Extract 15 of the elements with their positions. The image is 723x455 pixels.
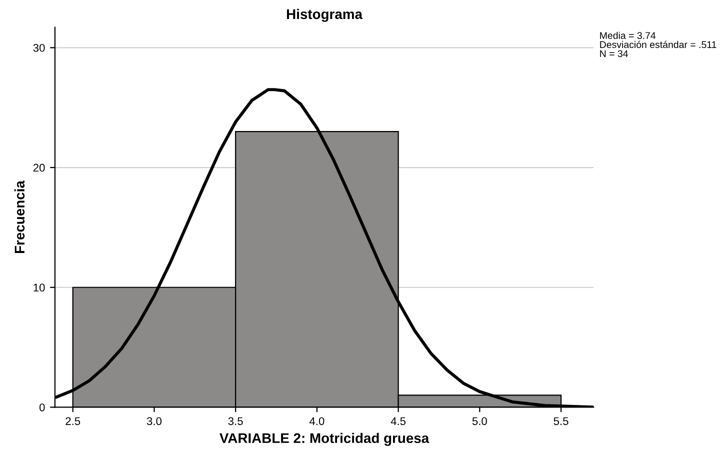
x-tick-label: 2.5: [66, 417, 80, 426]
y-tick-label: 20: [33, 164, 45, 172]
x-tick-label: 4.0: [309, 417, 324, 426]
x-tick-label: 5.5: [554, 417, 568, 426]
x-tick-label: 3.5: [228, 417, 243, 426]
y-axis-title: Frecuencia: [14, 180, 25, 253]
y-tick-label: 10: [34, 284, 45, 292]
x-tick-label: 5.0: [472, 417, 487, 426]
x-axis-title: VARIABLE 2: Motricidad gruesa: [220, 432, 430, 446]
text: Media = 3.74 Desviación estándar = .511 N = 34: [600, 32, 716, 58]
y-tick-label: 30: [33, 44, 45, 52]
x-tick-label: 3.0: [146, 417, 162, 426]
x-tick-label: 4.5: [390, 417, 406, 426]
y-tick-label: 0: [39, 403, 45, 412]
chart-title: Histograma: [286, 8, 363, 22]
